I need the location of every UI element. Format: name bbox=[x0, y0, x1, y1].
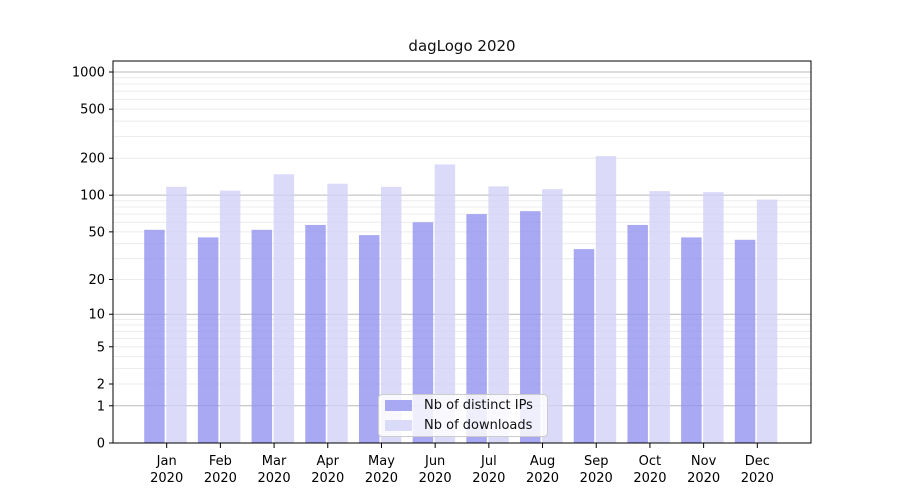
bar-downloads-may bbox=[380, 186, 402, 444]
bar-distinct-ips-jun bbox=[412, 222, 434, 443]
y-tick-label: 100 bbox=[80, 189, 105, 204]
bar-distinct-ips-sep bbox=[573, 249, 595, 443]
x-tick-label-month: Mar bbox=[262, 454, 287, 469]
x-tick-label-year: 2020 bbox=[687, 471, 720, 486]
bar-distinct-ips-dec bbox=[734, 239, 756, 443]
bar-distinct-ips-may bbox=[358, 235, 380, 443]
x-tick-label-month: Jan bbox=[156, 454, 177, 469]
bar-distinct-ips-feb bbox=[197, 237, 219, 443]
y-tick-label: 200 bbox=[80, 152, 105, 167]
bar-downloads-jul bbox=[488, 186, 509, 443]
x-tick-label-month: Jun bbox=[424, 454, 445, 469]
plot-border bbox=[112, 60, 812, 444]
legend-label-distinct-ips: Nb of distinct IPs bbox=[424, 398, 533, 413]
x-tick-label-month: Aug bbox=[530, 454, 555, 469]
chart-title: dagLogo 2020 bbox=[408, 37, 516, 55]
y-tick-label: 1000 bbox=[72, 65, 105, 80]
x-tick-label-month: Nov bbox=[691, 454, 717, 469]
y-tick-label: 20 bbox=[88, 273, 105, 288]
x-tick-label-month: Feb bbox=[209, 454, 232, 469]
bar-distinct-ips-mar bbox=[251, 229, 273, 443]
x-tick-label-month: Apr bbox=[317, 454, 340, 469]
bar-distinct-ips-aug bbox=[520, 211, 541, 443]
chart-legend: Nb of distinct IPs Nb of downloads bbox=[378, 394, 548, 437]
legend-item-downloads: Nb of downloads bbox=[385, 417, 547, 434]
y-tick-label: 1 bbox=[97, 399, 105, 414]
x-tick-label-year: 2020 bbox=[633, 471, 666, 486]
x-tick-label-year: 2020 bbox=[150, 471, 183, 486]
x-tick-label-year: 2020 bbox=[258, 471, 291, 486]
bar-distinct-ips-nov bbox=[681, 237, 702, 443]
legend-swatch-downloads bbox=[385, 420, 412, 431]
y-tick-label: 50 bbox=[88, 225, 105, 240]
bar-distinct-ips-oct bbox=[627, 224, 648, 443]
bar-downloads-sep bbox=[595, 156, 617, 444]
bar-distinct-ips-apr bbox=[305, 224, 326, 443]
bar-distinct-ips-jul bbox=[466, 214, 487, 443]
y-tick-label: 500 bbox=[80, 103, 105, 118]
x-tick-label-year: 2020 bbox=[311, 471, 344, 486]
legend-swatch-distinct-ips bbox=[385, 400, 412, 411]
bar-downloads-nov bbox=[703, 192, 724, 443]
bar-downloads-dec bbox=[756, 199, 778, 443]
x-tick-label-month: Sep bbox=[584, 454, 609, 469]
y-tick-label: 2 bbox=[97, 378, 105, 393]
bar-downloads-mar bbox=[273, 174, 295, 443]
bar-downloads-aug bbox=[542, 189, 563, 443]
y-tick-label: 10 bbox=[88, 308, 105, 323]
bar-downloads-oct bbox=[649, 191, 670, 443]
x-tick-label-month: Dec bbox=[745, 454, 770, 469]
x-tick-label-year: 2020 bbox=[204, 471, 237, 486]
bar-downloads-apr bbox=[327, 183, 348, 443]
legend-item-distinct-ips: Nb of distinct IPs bbox=[385, 397, 547, 414]
x-tick-label-month: May bbox=[368, 454, 395, 469]
x-tick-label-year: 2020 bbox=[365, 471, 398, 486]
x-tick-label-year: 2020 bbox=[472, 471, 505, 486]
y-tick-label: 5 bbox=[97, 340, 105, 355]
legend-label-downloads: Nb of downloads bbox=[424, 418, 533, 433]
y-tick-label: 0 bbox=[97, 437, 105, 452]
x-tick-label-month: Jul bbox=[480, 454, 497, 469]
bar-downloads-feb bbox=[219, 190, 241, 443]
bar-downloads-jan bbox=[166, 186, 187, 444]
x-tick-label-year: 2020 bbox=[580, 471, 613, 486]
bar-distinct-ips-jan bbox=[144, 229, 165, 443]
x-tick-label-year: 2020 bbox=[526, 471, 559, 486]
x-tick-label-year: 2020 bbox=[419, 471, 452, 486]
x-tick-label-month: Oct bbox=[639, 454, 661, 469]
x-tick-label-year: 2020 bbox=[741, 471, 774, 486]
bar-downloads-jun bbox=[434, 164, 456, 443]
